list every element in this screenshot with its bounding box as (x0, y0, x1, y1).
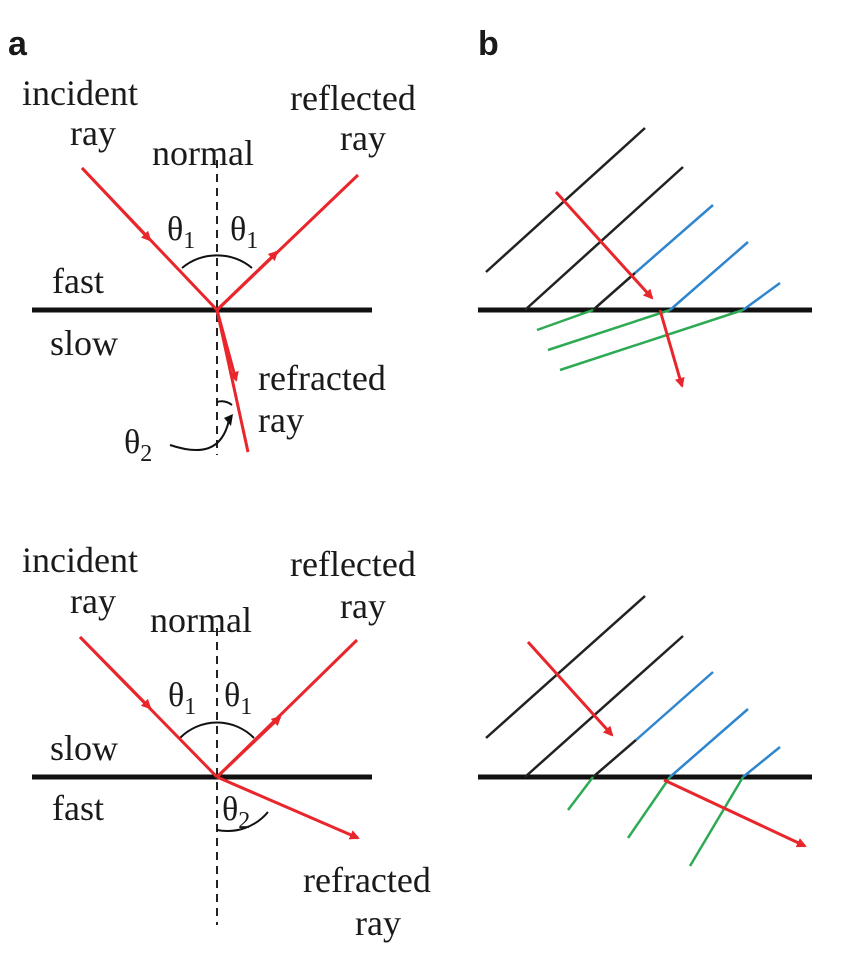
incident-ray (526, 640, 614, 737)
incident-ray-arrow (78, 635, 152, 710)
incident-label-ray: ray (70, 113, 116, 153)
refracted-ray (658, 309, 685, 388)
incident-label: incident (22, 540, 138, 580)
panel-b-bottom (478, 595, 812, 867)
panel-b-top (478, 127, 812, 388)
upper-medium-label: slow (50, 728, 118, 768)
refracted-wavefront (547, 308, 671, 352)
normal-label: normal (150, 600, 252, 640)
reflected-label: reflected (290, 78, 416, 118)
incident-label-ray: ray (70, 581, 116, 621)
reflected-ray-arrow (215, 715, 282, 779)
reflected-ray-arrow (215, 250, 279, 312)
wavefront-upper-segment (635, 671, 714, 741)
wavefront-upper-segment (742, 746, 781, 778)
wavefront-upper-segment (742, 281, 781, 312)
refracted-label: refracted (258, 358, 386, 398)
incident-wavefront (485, 127, 646, 273)
panel-label-a: a (8, 25, 28, 63)
panel-a-top: incident ray reflected ray normal fast s… (22, 73, 416, 467)
refracted-label: refracted (303, 860, 431, 900)
theta2-label: θ2 (222, 791, 250, 834)
theta1-arc (179, 721, 255, 739)
refracted-label-ray: ray (258, 400, 304, 440)
incident-ray (554, 190, 654, 300)
theta2-arc (216, 400, 233, 406)
incident-wavefront (524, 166, 684, 311)
reflected-label: reflected (290, 544, 416, 584)
wavefront-upper-segment (634, 204, 714, 274)
theta1-left-label: θ1 (167, 211, 195, 254)
theta2-pointer (169, 419, 230, 452)
theta1-left-label: θ1 (168, 677, 196, 720)
incident-wavefront (524, 635, 684, 778)
wavefront-upper-segment (669, 708, 749, 778)
upper-medium-label: fast (52, 261, 104, 301)
refracted-ray (216, 775, 360, 840)
refracted-wavefront (559, 308, 744, 372)
theta2-arc (216, 811, 269, 833)
panel-a-bottom: incident ray reflected ray normal slow f… (22, 540, 431, 943)
refracted-wavefront (688, 776, 745, 867)
incident-wavefront (592, 272, 636, 311)
refracted-wavefront (567, 776, 594, 811)
incident-label: incident (22, 73, 138, 113)
incident-wavefront (592, 739, 637, 778)
wavefront-upper-segment (669, 241, 749, 311)
normal-label: normal (152, 133, 254, 173)
refracted-wavefront (536, 308, 594, 332)
refracted-wavefront (626, 776, 672, 839)
theta2-label: θ2 (124, 424, 152, 467)
refracted-label-ray: ray (355, 903, 401, 943)
lower-medium-label: slow (50, 323, 118, 363)
incident-ray-arrow (80, 166, 152, 242)
refracted-ray (663, 778, 807, 848)
theta1-right-label: θ1 (230, 211, 258, 254)
theta1-right-label: θ1 (224, 677, 252, 720)
incident-wavefront (485, 595, 646, 739)
arrowhead-icon (224, 414, 233, 426)
theta1-arc (181, 254, 253, 269)
lower-medium-label: fast (52, 788, 104, 828)
reflected-label-ray: ray (340, 118, 386, 158)
panel-label-b: b (478, 25, 499, 63)
refracted-ray-arrow (215, 309, 239, 382)
reflected-label-ray: ray (340, 586, 386, 626)
